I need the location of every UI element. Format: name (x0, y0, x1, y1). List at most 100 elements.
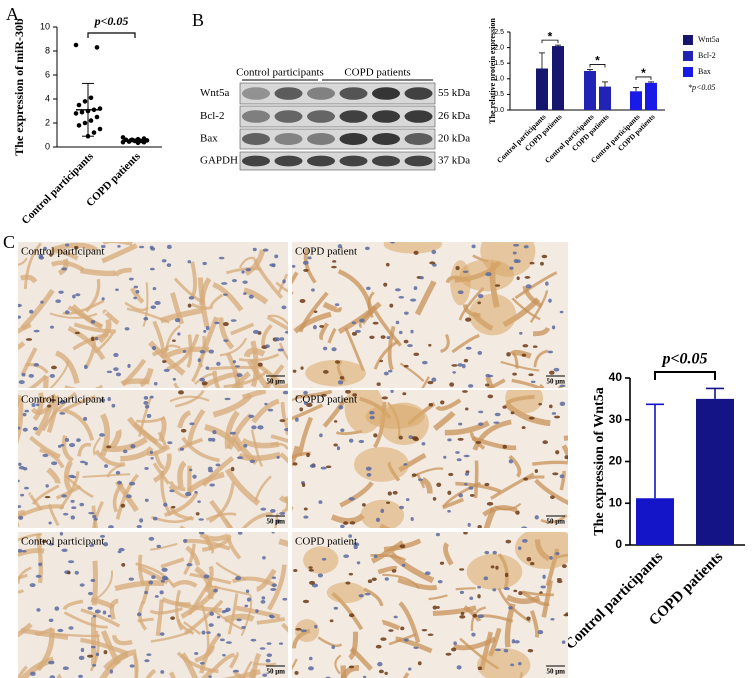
tissue-strand (319, 322, 330, 341)
nucleus (528, 416, 535, 420)
nucleus (101, 297, 105, 301)
tissue-strand (61, 435, 74, 463)
tissue-strand (223, 613, 255, 623)
tissue-strand (274, 513, 279, 528)
tissue-strand (55, 350, 80, 384)
nucleus (248, 414, 255, 419)
nucleus (355, 329, 361, 334)
nucleus (559, 310, 564, 314)
nucleus (279, 419, 286, 423)
tissue-strand (130, 287, 145, 304)
nucleus (199, 377, 205, 382)
tissue-strand (227, 593, 239, 635)
nucleus (292, 264, 296, 268)
nucleus (266, 642, 272, 645)
tissue-strand (533, 326, 551, 337)
tissue-strand (240, 594, 253, 637)
tissue-strand (183, 543, 196, 575)
tissue-strand (39, 448, 65, 469)
tissue-strand (23, 242, 42, 289)
nucleus (359, 318, 365, 323)
tissue-strand (177, 437, 204, 453)
significance-star: * (548, 29, 553, 43)
nucleus (534, 469, 539, 474)
nucleus (197, 358, 201, 363)
nucleus (387, 491, 392, 496)
nucleus (494, 412, 501, 417)
nucleus (464, 472, 470, 476)
data-point (73, 111, 79, 116)
nucleus (510, 663, 515, 667)
y-tick-label: 40 (609, 370, 623, 384)
blot-band (372, 133, 400, 145)
nucleus (115, 372, 122, 377)
nucleus (59, 532, 64, 536)
nucleus (205, 366, 210, 370)
nucleus (242, 280, 248, 284)
nucleus (87, 591, 93, 596)
nucleus (375, 644, 382, 649)
nucleus (222, 653, 226, 657)
nucleus (232, 360, 237, 364)
tissue-strand (242, 660, 253, 678)
tissue-strand (164, 491, 199, 517)
nucleus (449, 382, 455, 387)
tissue-strand (540, 514, 568, 524)
tissue-strand (455, 481, 502, 494)
y-tick-label: 10 (40, 21, 50, 31)
nucleus (333, 420, 338, 423)
significance-bracket (654, 371, 716, 380)
tissue-strand (18, 566, 32, 584)
blot-band (339, 87, 368, 100)
nucleus (199, 661, 205, 665)
tissue-strand (209, 584, 251, 596)
nucleus (144, 590, 148, 595)
tissue-strand (157, 431, 167, 450)
y-tick-label: 20 (609, 454, 623, 468)
nucleus (431, 249, 437, 255)
nucleus (136, 612, 142, 617)
nucleus (245, 589, 250, 593)
nucleus (428, 403, 434, 407)
nucleus (547, 350, 554, 354)
nucleus (18, 426, 21, 430)
nucleus (309, 580, 316, 585)
tissue-strand (455, 587, 476, 591)
tissue-strand (137, 565, 169, 585)
nucleus (62, 666, 69, 671)
nucleus (424, 571, 431, 576)
tissue-strand (145, 668, 157, 678)
nucleus (483, 576, 489, 581)
nucleus (149, 267, 155, 271)
nucleus (241, 626, 246, 629)
nucleus (351, 321, 356, 325)
tissue-strand (293, 311, 332, 334)
tissue-strand (19, 656, 55, 678)
nucleus (495, 565, 499, 570)
nucleus (369, 415, 375, 420)
tissue-strand (139, 367, 154, 388)
tissue-strand (71, 304, 104, 330)
nucleus (400, 626, 405, 631)
nucleus (38, 562, 43, 567)
nucleus (518, 546, 522, 550)
nucleus (243, 443, 248, 448)
blot-band (339, 110, 368, 123)
nucleus (385, 262, 390, 267)
nucleus (458, 493, 464, 498)
nucleus (50, 325, 54, 329)
nucleus (113, 352, 119, 358)
nucleus (508, 606, 513, 610)
nucleus (309, 464, 316, 468)
nucleus (255, 609, 259, 614)
tissue-strand (115, 473, 140, 520)
nucleus (514, 640, 520, 644)
nucleus (340, 428, 345, 433)
tissue-strand (532, 460, 568, 466)
nucleus (22, 427, 28, 432)
y-tick-label: 0.5 (494, 91, 504, 98)
nucleus (559, 401, 566, 406)
nucleus (188, 296, 195, 300)
nucleus (369, 410, 375, 415)
tissue-strand (208, 482, 235, 523)
